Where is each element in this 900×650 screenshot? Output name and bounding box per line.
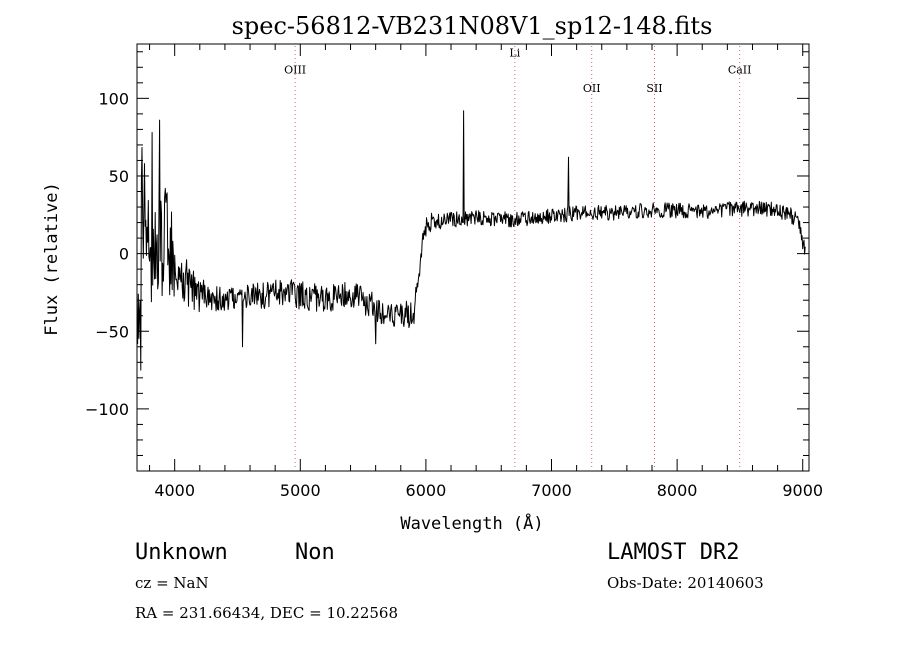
y-axis-label: Flux (relative) xyxy=(42,182,62,336)
line-label-oii: OII xyxy=(583,82,601,95)
spectrum-line xyxy=(137,110,806,371)
plot-frame xyxy=(136,43,810,472)
x-tick-label: 6000 xyxy=(406,481,447,500)
x-axis-label: Wavelength (Å) xyxy=(400,512,543,534)
redshift-label: cz = NaN xyxy=(135,574,209,592)
line-label-oiii: OIII xyxy=(284,64,306,77)
y-tick-label: −100 xyxy=(85,400,129,419)
x-tick-label: 5000 xyxy=(280,481,321,500)
line-label-sii: SII xyxy=(646,82,662,95)
obs-date-label: Obs-Date: 20140603 xyxy=(607,574,764,592)
x-tick-label: 8000 xyxy=(657,481,698,500)
line-label-li: Li xyxy=(509,46,520,59)
x-tick-label: 7000 xyxy=(531,481,572,500)
coordinates-label: RA = 231.66434, DEC = 10.22568 xyxy=(135,604,399,622)
x-tick-label: 4000 xyxy=(154,481,195,500)
plot-axes: 4000 5000 6000 7000 8000 9000 100 50 0 −50 −100 xyxy=(85,43,823,500)
survey-label: LAMOST DR2 xyxy=(607,540,740,565)
spectral-class-label: Unknown xyxy=(135,540,228,565)
spectrum-plot xyxy=(137,110,806,371)
emission-line-markers: OIII Li OII SII CaII xyxy=(284,46,752,469)
y-tick-label: 100 xyxy=(98,89,129,108)
y-tick-label: 0 xyxy=(119,245,129,264)
y-tick-label: 50 xyxy=(109,167,129,186)
line-label-caii: CaII xyxy=(728,64,752,77)
chart-title: spec-56812-VB231N08V1_sp12-148.fits xyxy=(232,12,713,40)
x-tick-label: 9000 xyxy=(782,481,823,500)
y-tick-label: −50 xyxy=(95,322,129,341)
spectral-subclass-label: Non xyxy=(295,540,335,565)
